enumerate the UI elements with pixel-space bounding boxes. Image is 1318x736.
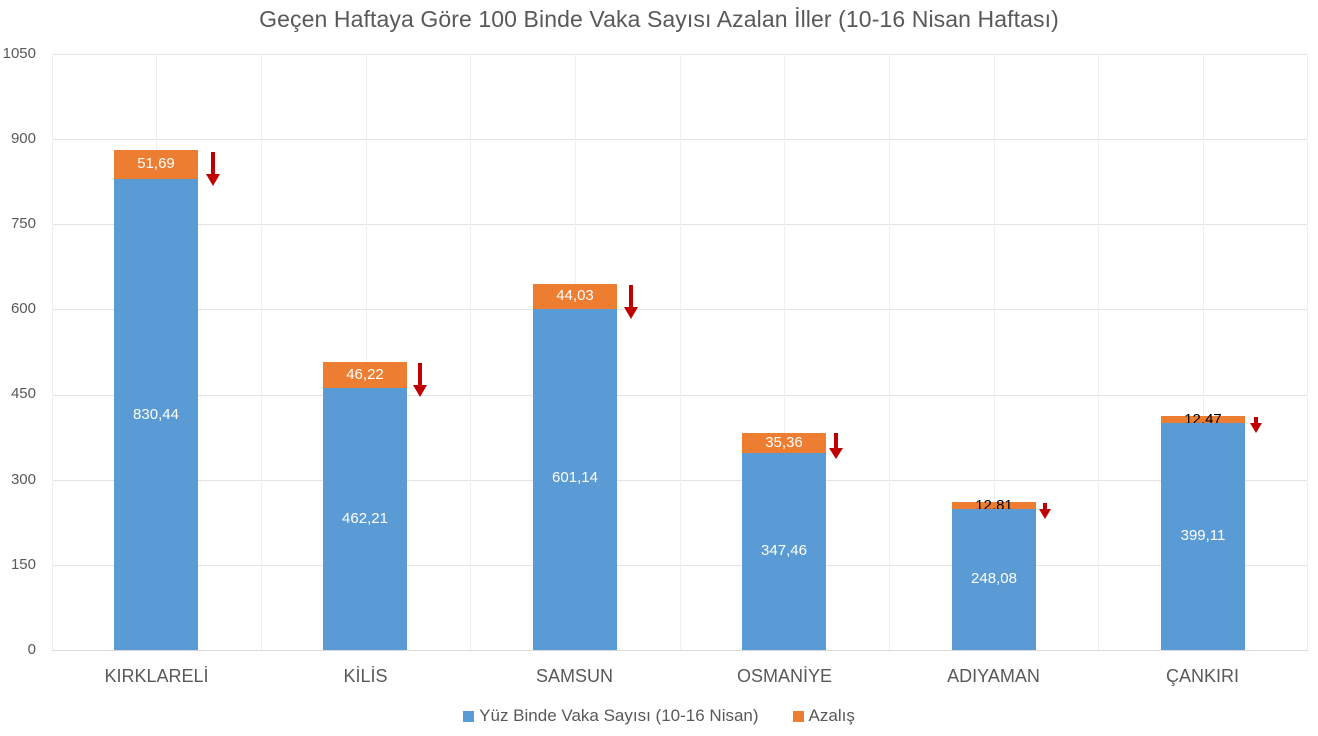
x-label-cankiri: ÇANKIRI	[1165, 666, 1239, 686]
vgridline	[680, 54, 681, 650]
segment-decrease: 51,69	[114, 150, 198, 179]
vgridline	[1203, 54, 1204, 650]
cases-label: 347,46	[761, 542, 807, 559]
y-tick-0: 0	[27, 641, 36, 658]
down-arrow-icon	[624, 285, 638, 321]
segment-cases: 399,11	[1161, 423, 1245, 650]
decrease-label: 44,03	[556, 287, 594, 304]
bar-adiyaman[interactable]: 12,81 248,08	[952, 497, 1036, 650]
segment-decrease: 44,03	[533, 284, 617, 309]
legend-label-decrease: Azalış	[808, 706, 855, 725]
legend-label-cases: Yüz Binde Vaka Sayısı (10-16 Nisan)	[479, 706, 759, 725]
segment-decrease: 35,36	[742, 433, 826, 453]
vgridline	[261, 54, 262, 650]
down-arrow-icon	[1038, 503, 1052, 521]
x-label-samsun: SAMSUN	[535, 666, 613, 686]
x-label-kilis: KİLİS	[343, 666, 388, 686]
segment-cases: 601,14	[533, 309, 617, 650]
bar-kilis[interactable]: 46,22 462,21	[323, 362, 407, 650]
y-tick-1050: 1050	[2, 45, 36, 62]
x-axis-line	[52, 650, 1308, 651]
decrease-label: 35,36	[765, 434, 803, 451]
decrease-label: 51,69	[137, 155, 175, 172]
vgridline	[52, 54, 53, 650]
cases-label: 601,14	[552, 469, 598, 486]
bar-osmaniye[interactable]: 35,36 347,46	[742, 433, 826, 650]
vgridline	[366, 54, 367, 650]
segment-cases: 462,21	[323, 388, 407, 650]
y-tick-300: 300	[10, 471, 36, 488]
x-label-kirklareli: KIRKLARELİ	[104, 666, 209, 686]
bar-kirklareli[interactable]: 51,69 830,44	[114, 150, 198, 650]
cases-label: 462,21	[342, 510, 388, 527]
y-tick-900: 900	[10, 130, 36, 147]
vgridline	[1307, 54, 1308, 650]
cases-label: 830,44	[133, 406, 179, 423]
y-tick-150: 150	[10, 556, 36, 573]
down-arrow-icon	[206, 152, 220, 188]
plot-area: 51,69 830,44 46,22 462,21 44,03 601,14 3…	[52, 54, 1308, 651]
legend-swatch-orange-icon	[792, 710, 804, 722]
vgridline	[470, 54, 471, 650]
legend-item-decrease[interactable]: Azalış	[792, 706, 855, 726]
bar-samsun[interactable]: 44,03 601,14	[533, 284, 617, 650]
vgridline	[889, 54, 890, 650]
x-label-adiyaman: ADIYAMAN	[947, 666, 1040, 686]
chart-title: Geçen Haftaya Göre 100 Binde Vaka Sayısı…	[259, 6, 1059, 32]
x-label-osmaniye: OSMANİYE	[736, 666, 833, 686]
decrease-label: 46,22	[346, 366, 384, 383]
down-arrow-icon	[413, 363, 427, 399]
legend-item-cases[interactable]: Yüz Binde Vaka Sayısı (10-16 Nisan)	[463, 706, 759, 726]
vgridline	[1098, 54, 1099, 650]
segment-decrease: 12,81	[952, 497, 1036, 514]
down-arrow-icon	[1249, 417, 1263, 435]
segment-cases: 248,08	[952, 509, 1036, 650]
legend-swatch-blue-icon	[463, 710, 475, 722]
vgridline	[784, 54, 785, 650]
bar-cankiri[interactable]: 12,47 399,11	[1161, 411, 1245, 650]
segment-decrease: 46,22	[323, 362, 407, 388]
segment-cases: 830,44	[114, 179, 198, 650]
segment-decrease: 12,47	[1161, 411, 1245, 428]
vgridline	[994, 54, 995, 650]
cases-label: 248,08	[971, 570, 1017, 587]
down-arrow-icon	[829, 433, 843, 461]
segment-cases: 347,46	[742, 453, 826, 650]
cases-label: 399,11	[1180, 527, 1226, 544]
legend: Yüz Binde Vaka Sayısı (10-16 Nisan) Azal…	[0, 706, 1318, 726]
y-tick-750: 750	[10, 215, 36, 232]
y-tick-450: 450	[10, 385, 36, 402]
y-tick-600: 600	[10, 300, 36, 317]
